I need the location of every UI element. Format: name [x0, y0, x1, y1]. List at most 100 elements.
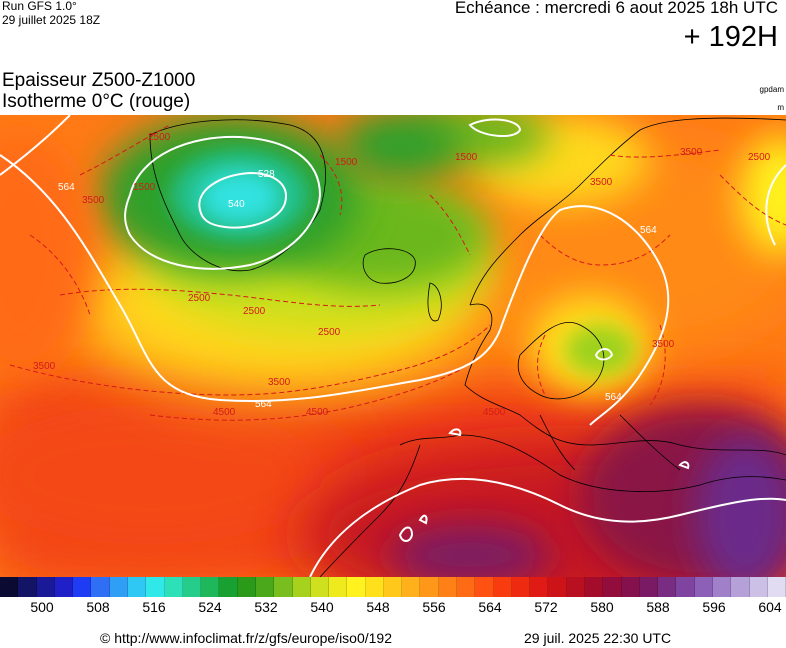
contour-564-main	[0, 154, 670, 426]
colorbar-swatch	[292, 577, 311, 597]
colorbar-label: 596	[702, 599, 726, 615]
colorbar-swatch	[493, 577, 512, 597]
colorbar-swatch	[402, 577, 421, 597]
label-528: 528	[258, 169, 275, 180]
label-4500-b: 4500	[306, 407, 329, 418]
colorbar-swatch	[54, 577, 74, 597]
colorbar-swatch	[694, 577, 713, 597]
colorbar-label: 604	[758, 599, 782, 615]
contour-528	[198, 171, 287, 229]
colorbar-swatch	[530, 577, 549, 597]
contour-564-north	[0, 115, 71, 176]
colorbar-swatch	[310, 577, 330, 597]
label-2500-d: 2500	[148, 132, 171, 143]
colorbar-label: 516	[142, 599, 166, 615]
colorbar-label: 556	[422, 599, 446, 615]
label-1500-a: 1500	[133, 182, 156, 193]
colorbar-swatch	[255, 577, 275, 597]
colorbar-swatch	[511, 577, 531, 597]
run-title: Run GFS 1.0°	[2, 0, 77, 13]
label-3500-a: 3500	[82, 195, 105, 206]
label-564-b: 564	[255, 399, 272, 410]
colorbar-swatch	[347, 577, 366, 597]
colorbar-swatch	[91, 577, 110, 597]
contour-labels: 528 540 564 564 564 564 1500 1500 1500 2…	[33, 132, 771, 418]
colorbar-swatch	[18, 577, 37, 597]
label-2500-e: 2500	[748, 152, 771, 163]
colorbar-swatch	[201, 577, 220, 597]
label-4500-c: 4500	[483, 407, 506, 418]
colorbar-swatch	[146, 577, 165, 597]
colorbar-swatch	[475, 577, 494, 597]
map-svg: 528 540 564 564 564 564 1500 1500 1500 2…	[0, 115, 786, 577]
colorbar-swatch	[767, 577, 786, 597]
label-1500-c: 1500	[455, 152, 478, 163]
colorbar-swatch	[566, 577, 585, 597]
colorbar-swatch	[182, 577, 202, 597]
colorbar-label: 564	[478, 599, 502, 615]
colorbar-label: 580	[590, 599, 614, 615]
colorbar-swatch	[749, 577, 768, 597]
unit-thickness: gpdam	[759, 85, 784, 94]
colorbar-swatch	[237, 577, 256, 597]
contour-564-africa	[309, 477, 786, 577]
colorbar-swatch	[365, 577, 384, 597]
label-564-d: 564	[605, 392, 622, 403]
label-2500-c: 2500	[318, 327, 341, 338]
colorbar-swatch	[731, 577, 750, 597]
colorbar-swatch	[712, 577, 732, 597]
isotherm-lines	[9, 124, 786, 421]
colorbar-swatch	[164, 577, 183, 597]
generation-time: 29 juil. 2025 22:30 UTC	[524, 630, 672, 646]
colorbar-label: 572	[534, 599, 558, 615]
colorbar-swatch	[219, 577, 238, 597]
colorbar-swatch	[36, 577, 55, 597]
colorbar-labels: 500 508 516 524 532 540 548 556 564 572 580 588 596 6…	[0, 599, 786, 617]
colorbar-swatch	[420, 577, 439, 597]
coastlines	[149, 117, 786, 577]
colorbar-swatch	[457, 577, 476, 597]
colorbar-swatch	[639, 577, 659, 597]
label-2500-b: 2500	[243, 306, 266, 317]
label-3500-f: 3500	[33, 361, 56, 372]
contour-540	[124, 135, 322, 270]
colorbar-label: 588	[646, 599, 670, 615]
label-3500-c: 3500	[590, 177, 613, 188]
label-564-a: 564	[58, 182, 75, 193]
colorbar-label: 524	[198, 599, 222, 615]
colorbar-swatch	[383, 577, 403, 597]
colorbar-swatch	[329, 577, 348, 597]
thickness-contours	[0, 115, 786, 577]
contour-564-east	[765, 164, 786, 246]
run-date: 29 juillet 2025 18Z	[2, 13, 101, 27]
colorbar-swatch	[603, 577, 622, 597]
label-540: 540	[228, 199, 245, 210]
parameter-isotherm: Isotherme 0°C (rouge)	[2, 91, 191, 112]
colorbar-label: 532	[254, 599, 278, 615]
label-3500-e: 3500	[652, 339, 675, 350]
forecast-map: 528 540 564 564 564 564 1500 1500 1500 2…	[0, 115, 786, 577]
source-url: © http://www.infoclimat.fr/z/gfs/europe/…	[100, 630, 393, 646]
lead-time: + 192H	[683, 21, 778, 53]
colorbar-label: 508	[86, 599, 110, 615]
forecast-valid-time: Echéance : mercredi 6 aout 2025 18h UTC	[454, 0, 778, 17]
parameter-thickness: Epaisseur Z500-Z1000	[2, 70, 196, 91]
colorbar-swatch	[548, 577, 567, 597]
colorbar-label: 500	[30, 599, 54, 615]
colorbar-swatch	[0, 577, 19, 597]
label-1500-b: 1500	[335, 157, 358, 168]
colorbar-swatch	[585, 577, 604, 597]
label-4500-a: 4500	[213, 407, 236, 418]
label-564-c: 564	[640, 225, 657, 236]
colorbar-swatch	[438, 577, 458, 597]
colorbar-swatch	[127, 577, 147, 597]
colorbar	[0, 577, 786, 597]
label-3500-d: 3500	[680, 147, 703, 158]
label-2500-a: 2500	[188, 293, 211, 304]
colorbar-swatch	[73, 577, 92, 597]
colorbar-label: 548	[366, 599, 390, 615]
colorbar-swatch	[109, 577, 128, 597]
colorbar-label: 540	[310, 599, 334, 615]
colorbar-swatch	[621, 577, 640, 597]
unit-isotherm: m	[777, 103, 784, 112]
